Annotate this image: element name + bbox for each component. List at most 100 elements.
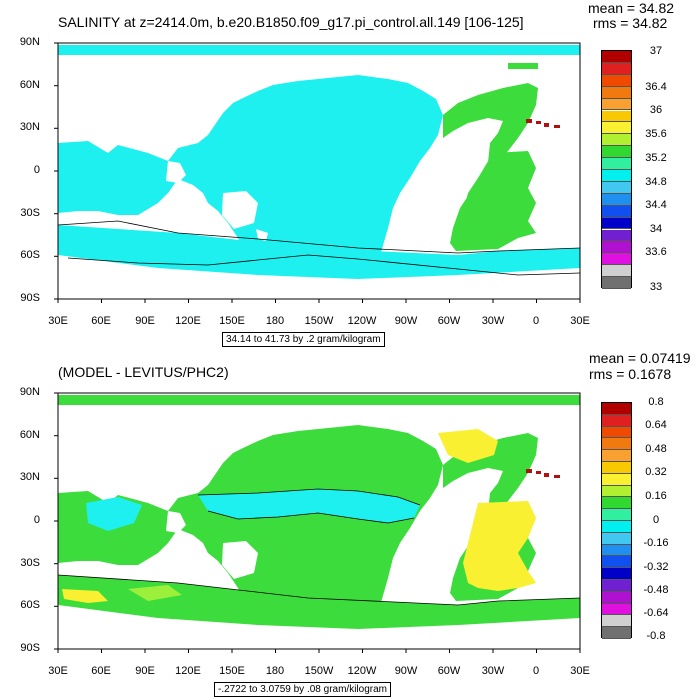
colorbar-swatch <box>602 544 631 557</box>
panel2-colorbar-label: -0.8 <box>646 630 666 642</box>
panel2-ytick: 60S <box>20 599 40 611</box>
panel2-colorbar-label: -0.64 <box>643 607 669 619</box>
panel1-ytick: 60S <box>20 249 40 261</box>
panel1-ytick: 0 <box>33 164 40 176</box>
panel2-xtick: 150E <box>219 665 245 677</box>
panel1-ytick: 30N <box>19 121 40 133</box>
colorbar-swatch <box>602 74 631 87</box>
colorbar-swatch <box>602 51 631 63</box>
panel1-xtick: 120E <box>175 315 201 327</box>
panel1-xtick: 150E <box>219 315 245 327</box>
colorbar-swatch <box>602 580 631 592</box>
panel2-mean: mean = 0.07419 <box>589 350 691 366</box>
panel1-xtick: 150W <box>304 315 334 327</box>
panel1-colorbar-label: 36 <box>649 104 663 116</box>
panel1-title: SALINITY at z=2414.0m, b.e20.B1850.f09_g… <box>58 14 524 30</box>
panel2-xtick: 180 <box>265 665 285 677</box>
panel2-colorbar-label: 0.48 <box>645 443 667 455</box>
colorbar-swatch <box>602 265 631 278</box>
colorbar-swatch <box>602 98 631 111</box>
colorbar-swatch <box>602 426 631 439</box>
colorbar-swatch <box>602 181 631 194</box>
panel1-xtick: 0 <box>532 315 540 327</box>
panel2-xtick: 60W <box>437 665 461 677</box>
panel2-ytick: 30S <box>20 557 40 569</box>
panel1-xtick: 30E <box>48 315 68 327</box>
panel2-title: (MODEL - LEVITUS/PHC2) <box>58 364 229 380</box>
colorbar-swatch <box>602 568 631 580</box>
panel1-ytick: 90S <box>20 292 40 304</box>
panel1-xtick: 120W <box>347 315 377 327</box>
panel1-xtick: 30W <box>481 315 505 327</box>
colorbar-swatch <box>602 253 631 266</box>
panel1-colorbar-label: 33 <box>649 281 663 293</box>
colorbar-swatch <box>602 146 631 159</box>
colorbar-swatch <box>602 277 631 289</box>
panel2-colorbar-label: 0.64 <box>645 419 667 431</box>
panel2-xtick: 0 <box>532 665 540 677</box>
panel2-ytick: 30N <box>19 471 40 483</box>
colorbar-swatch <box>602 86 631 99</box>
panel1-xtick: 60W <box>437 315 461 327</box>
panel2-cyan-band <box>198 489 420 523</box>
panel2-yellow-south <box>463 501 536 591</box>
panel2-mediterranean <box>526 469 560 478</box>
panel2-contours <box>57 488 581 606</box>
colorbar-swatch <box>602 462 631 474</box>
panel1-map <box>54 42 581 303</box>
panel2-xtick: 30W <box>481 665 505 677</box>
colorbar-swatch <box>602 134 631 147</box>
colorbar-swatch <box>602 473 631 486</box>
panel2-ocean <box>58 395 580 629</box>
colorbar-swatch <box>602 158 631 170</box>
panel1-range-label: 34.14 to 41.73 by .2 gram/kilogram <box>222 332 385 347</box>
panel1-land <box>166 161 268 241</box>
panel2-xtick: 30E <box>570 665 590 677</box>
panel1-xtick: 180 <box>265 315 285 327</box>
colorbar-swatch <box>602 241 631 254</box>
panel1-xtick: 90W <box>394 315 418 327</box>
panel2-xtick: 90E <box>135 665 155 677</box>
colorbar-swatch <box>602 627 631 639</box>
panel1-colorbar-label: 36.4 <box>645 81 667 93</box>
panel1-ytick: 90N <box>19 36 40 48</box>
colorbar-swatch <box>602 556 631 569</box>
colorbar-swatch <box>602 122 631 135</box>
panel1-rms: rms = 34.82 <box>593 15 668 31</box>
panel2-xtick: 30E <box>48 665 68 677</box>
panel2-colorbar-label: 0.16 <box>645 490 667 502</box>
colorbar-swatch <box>602 532 631 545</box>
colorbar-swatch <box>602 414 631 427</box>
panel2-yellow-north <box>438 429 498 463</box>
panel1-colorbar-label: 34 <box>649 223 663 235</box>
colorbar-swatch <box>602 217 631 230</box>
colorbar-swatch <box>602 521 631 533</box>
panel2-xtick: 150W <box>304 665 334 677</box>
colorbar-swatch <box>602 603 631 616</box>
panel2-range-label: -.2722 to 3.0759 by .08 gram/kilogram <box>214 682 391 697</box>
panel2-colorbar-label: 0.8 <box>648 396 664 408</box>
colorbar-swatch <box>602 497 631 510</box>
colorbar-swatch <box>602 229 631 242</box>
panel2-map <box>54 392 581 653</box>
panel2-colorbar-label: -0.16 <box>643 537 669 549</box>
panel2-colorbar-label: -0.32 <box>643 561 669 573</box>
panel1-colorbar-label: 35.6 <box>645 128 667 140</box>
colorbar-swatch <box>602 615 631 628</box>
colorbar-swatch <box>602 591 631 604</box>
panel1-colorbar-label: 34.8 <box>645 176 667 188</box>
panel1-colorbar-label: 34.4 <box>645 199 667 211</box>
panel1-xtick: 90E <box>135 315 155 327</box>
panel1-ytick: 30S <box>20 207 40 219</box>
panel2-ytick: 60N <box>19 429 40 441</box>
panel1-ytick: 60N <box>19 79 40 91</box>
panel2-colorbar-label: -0.48 <box>643 584 669 596</box>
panel2-colorbar-label: 0 <box>652 514 660 526</box>
panel2-xtick: 120E <box>175 665 201 677</box>
panel1-mean: mean = 34.82 <box>588 0 675 16</box>
panel2-xtick: 120W <box>347 665 377 677</box>
panel2-colorbar <box>601 402 632 639</box>
panel2-ytick: 0 <box>33 514 40 526</box>
panel2-xtick: 90W <box>394 665 418 677</box>
colorbar-swatch <box>602 193 631 206</box>
